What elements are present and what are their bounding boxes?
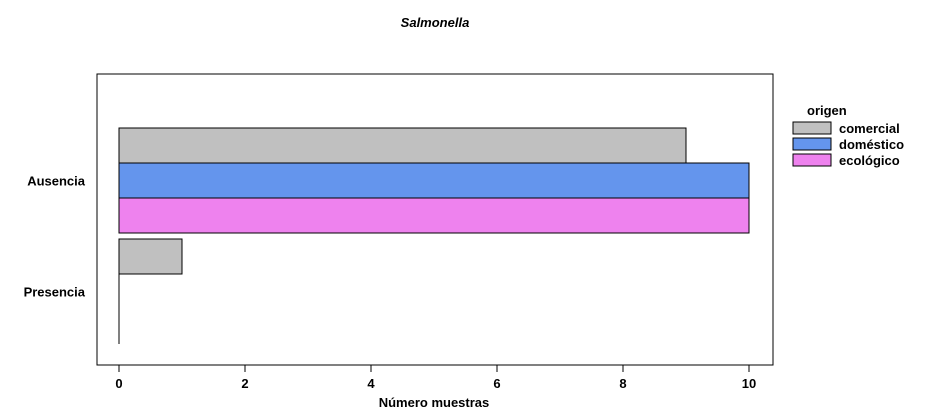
bar-comercial-Ausencia [118, 127, 687, 164]
bar-doméstico-Ausencia [118, 162, 750, 199]
legend-swatch-doméstico [792, 137, 832, 151]
x-tick-label-2: 2 [241, 376, 248, 391]
legend-swatch-ecológico [792, 153, 832, 167]
legend-title: origen [807, 103, 847, 118]
legend-label-doméstico: doméstico [839, 137, 904, 152]
plot-frame [96, 73, 774, 366]
bars-group [118, 127, 750, 344]
x-axis: 0 2 4 6 8 10 [115, 365, 756, 391]
x-tick-label-8: 8 [619, 376, 626, 391]
y-tick-label-Presencia: Presencia [24, 285, 86, 300]
bar-ecológico-Ausencia [118, 197, 750, 234]
legend-label-comercial: comercial [839, 121, 900, 136]
y-axis: Ausencia Presencia [24, 174, 86, 300]
x-axis-label: Número muestras [379, 395, 490, 410]
bar-comercial-Presencia [118, 238, 183, 275]
x-tick-label-0: 0 [115, 376, 122, 391]
x-tick-label-6: 6 [493, 376, 500, 391]
chart-title: Salmonella [401, 15, 470, 30]
y-tick-label-Ausencia: Ausencia [27, 174, 86, 189]
legend-label-ecológico: ecológico [839, 153, 900, 168]
legend-swatch-comercial [792, 121, 832, 135]
x-tick-label-4: 4 [367, 376, 375, 391]
x-tick-label-10: 10 [742, 376, 756, 391]
